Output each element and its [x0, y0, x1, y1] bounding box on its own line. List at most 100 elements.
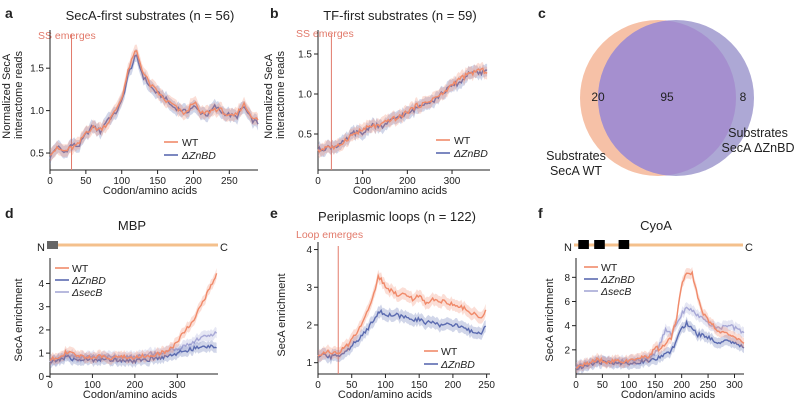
series-line-wt [49, 273, 218, 362]
x-tick-label: 200 [185, 176, 202, 187]
venn-count-znbd-only: 8 [740, 90, 747, 104]
legend-label-secb: ΔsecB [600, 286, 631, 298]
x-tick-label: 50 [80, 176, 92, 187]
y-axis-label-line2: interactome reads [13, 50, 25, 139]
y-tick-label: 8 [564, 273, 570, 284]
x-tick-label: 50 [597, 380, 609, 391]
y-axis-label: Normalized SecA interactome reads [1, 50, 25, 139]
y-tick-label: 2 [564, 345, 570, 356]
x-tick-label: 100 [377, 380, 394, 391]
series-band-wt [576, 267, 744, 373]
protein-schematic: N C [37, 241, 228, 254]
plot-area: 0 100 200 300 0.5 1.0 1.5 [298, 30, 490, 187]
x-tick-label: 100 [84, 380, 101, 391]
panel-letter: e [270, 205, 278, 221]
plot-area: 0 50 100 150 200 250 1 2 3 4 [306, 242, 495, 391]
y-tick-label: 1 [306, 358, 312, 369]
series-line-wt [317, 67, 488, 153]
schematic-c-label: C [745, 242, 753, 254]
x-tick-label: 200 [127, 380, 144, 391]
y-tick-label: 2 [306, 320, 312, 331]
series-line-wt [576, 270, 745, 369]
panel-letter: f [538, 205, 543, 221]
legend: WT ΔZnBD ΔsecB [584, 262, 635, 298]
y-axis-label: SecA enrichment [276, 273, 288, 356]
series-line-wt [49, 49, 259, 156]
schematic-n-label: N [37, 242, 45, 254]
x-tick-label: 50 [346, 380, 358, 391]
series-band-wt [318, 269, 486, 362]
series-line-secb [49, 330, 218, 363]
y-axis-label: SecA enrichment [13, 278, 25, 361]
panel-e: e Periplasmic loops (n = 122) Codon/amin… [270, 205, 495, 401]
series-band-znbd [318, 63, 488, 158]
venn-count-overlap: 95 [660, 90, 674, 104]
y-tick-label: 1.0 [30, 106, 44, 117]
x-tick-label: 0 [47, 380, 53, 391]
panel-f: f CyoA N C Codon/amino acids SecA enrich… [538, 205, 753, 401]
panel-letter: a [5, 5, 13, 21]
schematic-n-label: N [564, 242, 572, 254]
schematic-orf [574, 243, 743, 247]
series-band-znbd [318, 304, 486, 365]
x-axis-label: Codon/amino acids [353, 185, 448, 197]
y-tick-label: 3 [38, 302, 44, 313]
panel-a: a SecA-first substrates (n = 56) Codon/a… [1, 5, 259, 197]
series-line-znbd [317, 69, 488, 152]
legend-label-znbd: ΔZnBD [71, 275, 106, 287]
series-band-znbd [50, 339, 217, 368]
venn-label-wt-line2: SecA WT [550, 164, 602, 178]
y-axis-label-line2: interactome reads [275, 50, 287, 139]
y-axis-label: Normalized SecA interactome reads [263, 50, 287, 139]
y-tick-label: 1.5 [30, 64, 44, 75]
series-band-wt [50, 268, 217, 366]
y-axis-label-line1: Normalized SecA [263, 53, 275, 139]
y-tick-label: 1.0 [298, 90, 312, 101]
schematic-tm-segment [618, 240, 630, 249]
y-tick-label: 6 [564, 297, 570, 308]
y-tick-label: 1 [38, 349, 44, 360]
legend-label-znbd: ΔZnBD [440, 359, 475, 371]
schematic-tm-segment [594, 240, 605, 249]
chart-title: TF-first substrates (n = 59) [323, 8, 477, 23]
y-tick-label: 4 [306, 245, 312, 256]
y-tick-label: 0.5 [298, 130, 312, 141]
legend-label-znbd: ΔZnBD [600, 274, 635, 286]
y-tick-label: 0 [38, 372, 44, 383]
x-axis-label: Codon/amino acids [83, 389, 178, 401]
venn-overlap [598, 20, 736, 176]
legend-label-wt: WT [454, 135, 471, 147]
panel-c: c 20 95 8 Substrates SecA WT Substrates … [538, 5, 794, 178]
schematic-signal-sequence [47, 241, 58, 249]
panel-d: d MBP N C Codon/amino acids SecA enrichm… [5, 205, 228, 401]
x-tick-label: 100 [354, 176, 371, 187]
y-tick-label: 1.5 [298, 50, 312, 61]
chart-title: Periplasmic loops (n = 122) [318, 209, 476, 224]
venn-count-wt-only: 20 [591, 90, 605, 104]
protein-schematic: N C [564, 240, 753, 254]
legend: WT ΔZnBD [164, 137, 216, 162]
series-band-wt [318, 62, 488, 159]
x-tick-label: 200 [673, 380, 690, 391]
x-tick-label: 150 [647, 380, 664, 391]
x-tick-label: 150 [411, 380, 428, 391]
legend-label-wt: WT [72, 263, 89, 275]
legend: WT ΔZnBD [424, 346, 475, 371]
legend: WT ΔZnBD ΔsecB [55, 263, 106, 299]
legend-label-znbd: ΔZnBD [453, 148, 488, 160]
chart-title: SecA-first substrates (n = 56) [66, 8, 235, 23]
y-tick-label: 4 [38, 279, 44, 290]
chart-title: CyoA [640, 218, 672, 233]
x-tick-label: 100 [113, 176, 130, 187]
y-tick-label: 4 [564, 321, 570, 332]
x-tick-label: 0 [315, 176, 321, 187]
x-tick-label: 150 [149, 176, 166, 187]
venn-label-znbd-line2: SecA ΔZnBD [722, 141, 795, 155]
legend-label-wt: WT [182, 137, 199, 149]
series-band-secb [576, 302, 744, 373]
x-axis-label: Codon/amino acids [621, 389, 716, 401]
x-tick-label: 0 [315, 380, 321, 391]
series-line-znbd [49, 344, 217, 365]
vline-annotation: Loop emerges [296, 229, 363, 241]
